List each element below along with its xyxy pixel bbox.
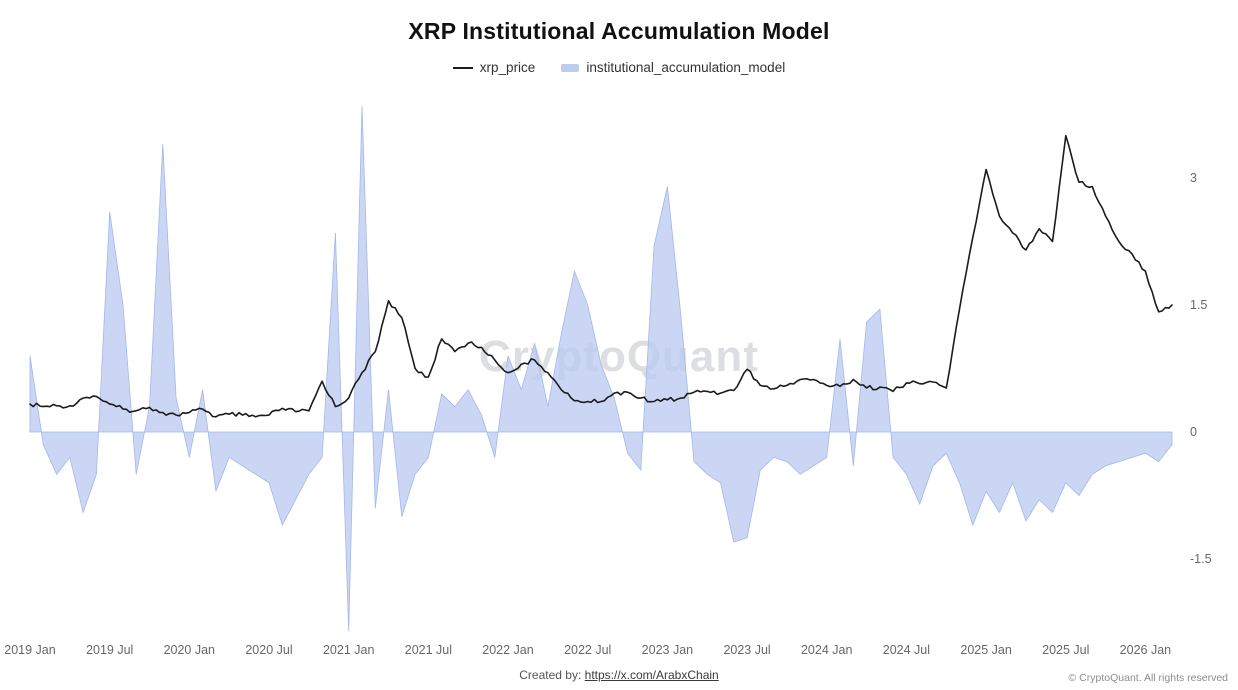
x-tick-label: 2019 Jul	[86, 643, 133, 657]
x-tick-label: 2019 Jan	[4, 643, 55, 657]
copyright-notice: © CryptoQuant. All rights reserved	[1068, 672, 1228, 684]
created-by-label: Created by:	[519, 668, 582, 682]
x-tick-label: 2024 Jan	[801, 643, 852, 657]
y-tick-label: 3	[1190, 171, 1197, 185]
legend-item-xrp-price[interactable]: xrp_price	[452, 60, 536, 75]
y-tick-label: 0	[1190, 425, 1197, 439]
x-tick-label: 2025 Jan	[960, 643, 1011, 657]
x-tick-label: 2023 Jan	[642, 643, 693, 657]
x-tick-label: 2020 Jul	[245, 643, 292, 657]
line-swatch-icon	[452, 66, 473, 69]
x-tick-label: 2020 Jan	[164, 643, 215, 657]
legend-item-accumulation-model[interactable]: institutional_accumulation_model	[561, 60, 785, 75]
x-tick-label: 2022 Jan	[482, 643, 533, 657]
x-tick-label: 2022 Jul	[564, 643, 611, 657]
x-tick-label: 2025 Jul	[1042, 643, 1089, 657]
page-title: XRP Institutional Accumulation Model	[408, 18, 830, 44]
chart-legend: xrp_price institutional_accumulation_mod…	[0, 60, 1238, 75]
x-tick-label: 2021 Jul	[405, 643, 452, 657]
created-by-link[interactable]: https://x.com/ArabxChain	[584, 668, 719, 682]
y-tick-label: -1.5	[1190, 552, 1212, 566]
area-swatch-icon	[561, 63, 580, 72]
legend-label-accumulation-model: institutional_accumulation_model	[586, 60, 786, 75]
x-tick-label: 2024 Jul	[883, 643, 930, 657]
accumulation-model-area	[29, 105, 1173, 632]
footer-credit: Created by: https://x.com/ArabxChain	[0, 668, 1238, 682]
legend-label-xrp-price: xrp_price	[479, 60, 536, 75]
xrp-price-line	[29, 134, 1173, 418]
x-tick-label: 2026 Jan	[1120, 643, 1171, 657]
cryptoquant-watermark: CryptoQuant	[479, 332, 759, 381]
x-tick-label: 2021 Jan	[323, 643, 374, 657]
y-tick-label: 1.5	[1190, 298, 1207, 312]
x-tick-label: 2023 Jul	[723, 643, 770, 657]
